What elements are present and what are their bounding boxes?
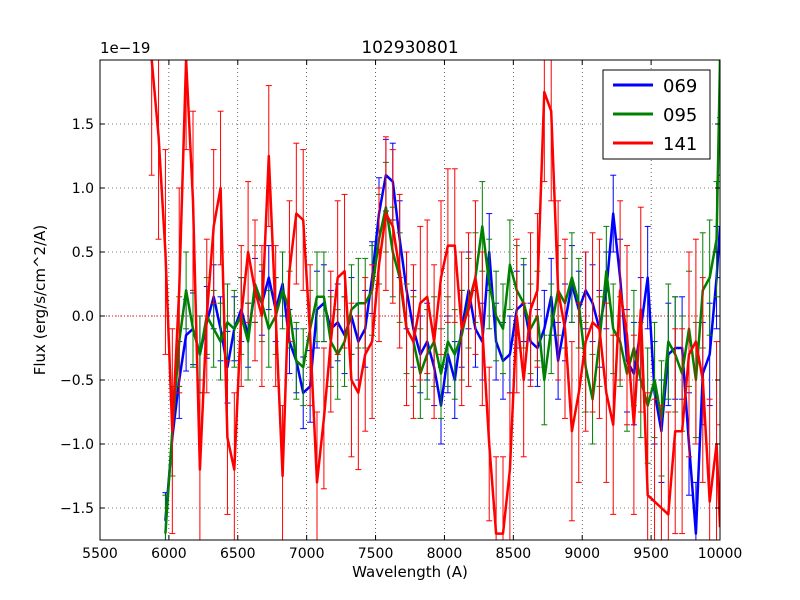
y-tick-label: −0.5 xyxy=(60,373,94,389)
y-tick-label: −1.0 xyxy=(60,437,94,453)
series-line-141 xyxy=(150,60,720,535)
y-axis-label: Flux (erg/s/cm^2/A) xyxy=(31,225,49,376)
x-axis-label: Wavelength (A) xyxy=(352,563,468,581)
y-tick-label: 1.0 xyxy=(72,181,94,197)
y-tick-label: 0.0 xyxy=(72,309,94,325)
legend-label-141: 141 xyxy=(663,134,697,155)
legend: 069 095 141 xyxy=(602,69,711,160)
series-layer xyxy=(148,60,720,540)
axis-ticks: 5500 6000 6500 7000 7500 8000 8500 9000 9500 1000… xyxy=(60,60,742,562)
y-tick-label: 1.5 xyxy=(72,117,94,133)
x-tick-label: 9500 xyxy=(633,546,669,562)
x-tick-label: 9000 xyxy=(564,546,600,562)
plot-frame xyxy=(99,59,721,541)
y-tick-label: 0.5 xyxy=(72,245,94,261)
x-tick-label: 7500 xyxy=(358,546,394,562)
series-line-095 xyxy=(164,60,720,534)
x-tick-label: 6000 xyxy=(151,546,187,562)
y-tick-label: −1.5 xyxy=(60,501,94,517)
legend-label-069: 069 xyxy=(663,76,697,97)
x-tick-label: 10000 xyxy=(698,546,743,562)
x-tick-label: 7000 xyxy=(289,546,325,562)
x-tick-label: 8500 xyxy=(496,546,532,562)
x-tick-label: 6500 xyxy=(220,546,256,562)
y-axis-offset-label: 1e−19 xyxy=(100,39,150,57)
chart-title: 102930801 xyxy=(361,38,458,58)
x-tick-label: 8000 xyxy=(427,546,463,562)
legend-label-095: 095 xyxy=(663,105,697,126)
x-tick-label: 5500 xyxy=(82,546,118,562)
